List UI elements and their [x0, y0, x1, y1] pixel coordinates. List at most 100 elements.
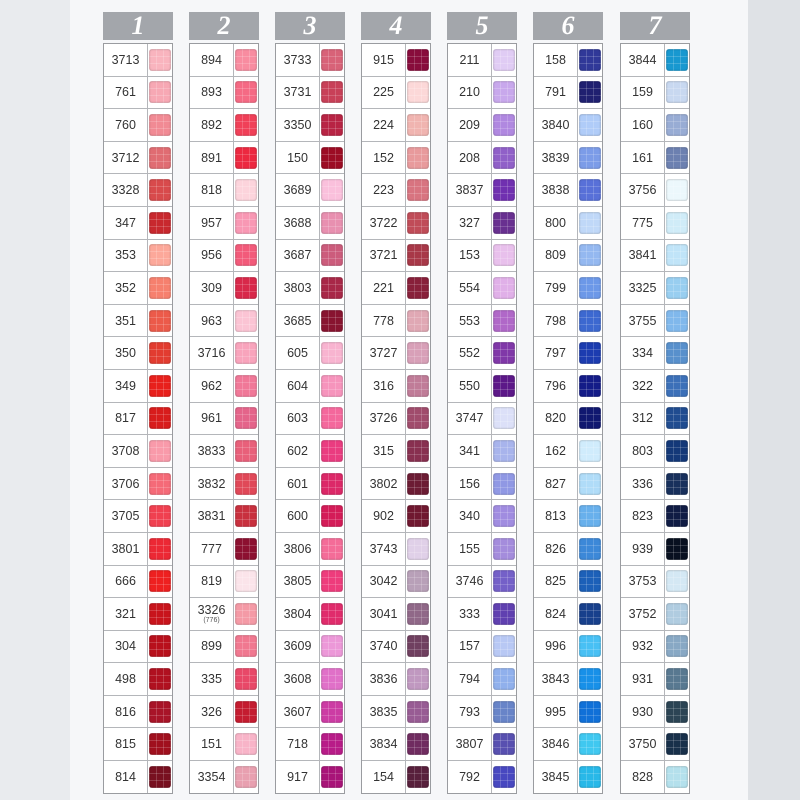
color-grid: 3713 761 760 3712 3328 — [103, 43, 173, 794]
color-code-cell: 826 — [534, 532, 578, 565]
color-code: 3706 — [111, 476, 140, 491]
color-row: 939 — [621, 532, 689, 566]
color-code: 718 — [287, 737, 308, 752]
color-code-cell: 304 — [104, 630, 148, 663]
swatch-cell — [578, 598, 602, 630]
color-code-cell: 796 — [534, 369, 578, 402]
color-row: 3837 — [448, 174, 516, 207]
color-code: 931 — [632, 672, 653, 687]
color-row: 3688 — [276, 206, 344, 240]
color-code: 3844 — [628, 52, 657, 67]
color-swatch — [407, 635, 429, 658]
swatch-cell — [665, 663, 689, 695]
color-row: 3839 — [534, 141, 602, 175]
color-swatch — [149, 472, 171, 495]
color-code-cell: 800 — [534, 206, 578, 239]
swatch-cell — [665, 44, 689, 76]
color-row: 224 — [362, 109, 430, 142]
color-row: 961 — [190, 402, 258, 436]
color-code: 151 — [201, 737, 222, 752]
color-code-cell: 818 — [190, 174, 234, 206]
color-code-cell: 931 — [621, 663, 665, 695]
color-code-cell: 3807 — [448, 728, 492, 761]
color-swatch — [149, 765, 171, 788]
color-code: 160 — [632, 117, 653, 132]
color-row: 335 — [190, 663, 258, 696]
color-code: 3609 — [283, 639, 312, 654]
color-code-cell: 309 — [190, 272, 234, 304]
swatch-cell — [148, 142, 172, 174]
color-row: 778 — [362, 304, 430, 338]
color-code: 800 — [545, 215, 566, 230]
color-code: 3801 — [111, 541, 140, 556]
swatch-cell — [406, 44, 430, 76]
swatch-cell — [320, 500, 344, 532]
swatch-cell — [492, 142, 516, 174]
swatch-cell — [665, 370, 689, 402]
color-code: 3845 — [541, 769, 570, 784]
swatch-cell — [665, 77, 689, 109]
swatch-cell — [578, 174, 602, 206]
swatch-cell — [234, 631, 258, 663]
swatch-cell — [665, 305, 689, 337]
color-code-cell: 3721 — [362, 239, 406, 272]
color-swatch — [666, 668, 688, 691]
swatch-cell — [148, 174, 172, 206]
color-code: 553 — [459, 313, 480, 328]
color-code: 341 — [459, 443, 480, 458]
color-swatch — [321, 439, 343, 462]
color-code: 604 — [287, 378, 308, 393]
color-row: 326 — [190, 695, 258, 729]
color-swatch — [666, 113, 688, 136]
swatch-cell — [665, 337, 689, 369]
color-code-cell: 3685 — [276, 304, 320, 337]
color-code: 761 — [115, 85, 136, 100]
color-code-cell: 809 — [534, 239, 578, 272]
color-row: 3801 — [104, 532, 172, 566]
color-code-cell: 224 — [362, 109, 406, 141]
color-row: 601 — [276, 467, 344, 501]
color-row: 3835 — [362, 695, 430, 729]
color-swatch — [579, 113, 601, 136]
color-code: 797 — [545, 346, 566, 361]
color-code: 791 — [545, 85, 566, 100]
color-row: 550 — [448, 369, 516, 403]
color-swatch — [235, 765, 257, 788]
color-swatch — [579, 48, 601, 71]
color-code: 3834 — [369, 737, 398, 752]
color-swatch — [666, 342, 688, 365]
color-swatch — [493, 602, 515, 625]
color-code-cell: 3608 — [276, 663, 320, 695]
color-swatch — [493, 668, 515, 691]
color-swatch — [321, 374, 343, 397]
color-code-cell: 3841 — [621, 239, 665, 272]
swatch-cell — [148, 663, 172, 695]
color-swatch — [666, 570, 688, 593]
color-code: 210 — [459, 85, 480, 100]
color-code-cell: 3743 — [362, 532, 406, 565]
color-row: 160 — [621, 109, 689, 142]
color-swatch — [666, 374, 688, 397]
swatch-cell — [578, 109, 602, 141]
swatch-cell — [320, 598, 344, 630]
color-code-cell: 797 — [534, 337, 578, 369]
color-code: 3846 — [541, 737, 570, 752]
swatch-cell — [234, 174, 258, 206]
color-swatch — [493, 211, 515, 234]
swatch-cell — [578, 533, 602, 565]
color-row: 809 — [534, 239, 602, 273]
color-code-cell: 995 — [534, 695, 578, 728]
color-swatch — [321, 276, 343, 299]
swatch-cell — [665, 468, 689, 500]
swatch-cell — [234, 44, 258, 76]
color-code: 3685 — [283, 313, 312, 328]
color-row: 3608 — [276, 663, 344, 696]
color-swatch — [321, 635, 343, 658]
color-code: 828 — [632, 769, 653, 784]
color-code: 902 — [373, 509, 394, 524]
color-swatch — [149, 309, 171, 332]
color-code: 3689 — [283, 183, 312, 198]
color-code: 3750 — [628, 737, 657, 752]
color-row: 825 — [534, 565, 602, 599]
color-code-cell: 3328 — [104, 174, 148, 206]
